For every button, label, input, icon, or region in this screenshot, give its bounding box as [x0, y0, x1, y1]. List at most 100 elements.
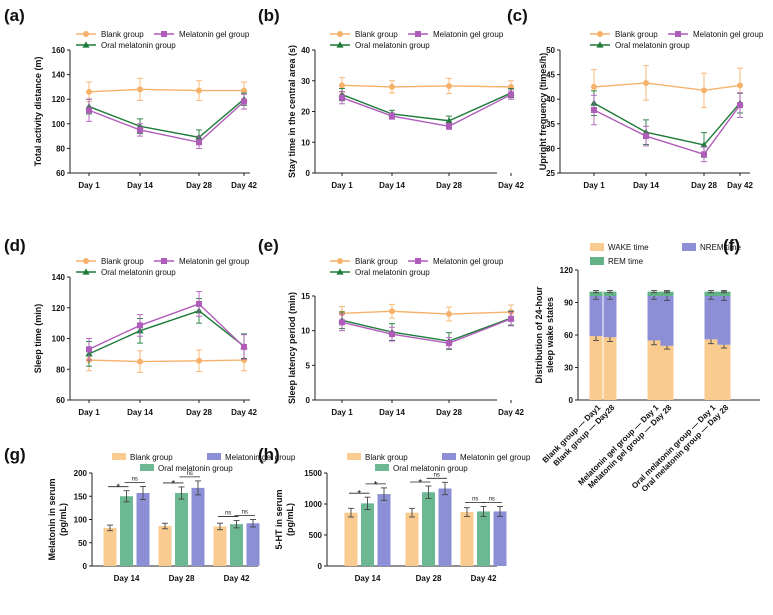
chart3-panel-label: (d) [4, 236, 26, 255]
chart7-bar-0-1 [361, 503, 374, 566]
chart0-s2-point-3 [241, 98, 247, 105]
chart0-s2-point-1 [137, 126, 143, 133]
chart3-s2-point-1 [137, 322, 143, 329]
chart2-ytick-label-0: 25 [546, 169, 555, 178]
chart5-ytick-label-0: 0 [569, 396, 574, 405]
chart0-s2-point-0 [86, 107, 92, 114]
chart7-bar-1-2 [438, 488, 452, 566]
chart7-legend-label-0: Blank group [365, 453, 408, 462]
chart1-ytick-label-1: 10 [301, 138, 310, 147]
chart2-legend-label-2: Oral melatonin group [615, 41, 690, 50]
chart5-ytick-label-3: 90 [564, 299, 573, 308]
chart0-legend-marker-2 [82, 41, 90, 48]
chart5-bar-3-1 [660, 296, 674, 346]
chart4-ylabel-0: Sleep latency period (min) [287, 292, 297, 404]
chart6-bar-2-2 [246, 523, 260, 566]
chart5-legend-label-2: REM time [608, 257, 644, 266]
chart4-xtick-label-3: Day 42 [498, 408, 524, 417]
chart6-sig-2-1: ns [242, 510, 248, 516]
chart0-xtick-label-0: Day 1 [78, 181, 100, 190]
chart5-legend-label-0: WAKE time [608, 243, 649, 252]
chart0-series-0-line [88, 88, 244, 93]
chart1-series-1-line [341, 92, 512, 122]
chart0-xtick-label-3: Day 42 [231, 181, 257, 190]
chart6-bar-2-1 [230, 524, 243, 566]
chart3-ytick-label-3: 120 [52, 304, 66, 313]
chart5-ytick-label-1: 30 [564, 364, 573, 373]
chart3-legend-label-2: Oral melatonin group [101, 268, 176, 277]
chart5-bar-5-0 [717, 344, 731, 400]
chart0-ytick-label-4: 140 [52, 71, 66, 80]
chart6-legend-label-1: Melatonin gel group [225, 453, 296, 462]
chart7-panel-label: (h) [258, 445, 280, 464]
chart0-legend-label-0: Blank group [101, 30, 144, 39]
chart2-series-2-line [593, 104, 741, 156]
chart4-xtick-label-2: Day 28 [436, 408, 462, 417]
chart7-bar-1-0 [405, 512, 419, 566]
chart3-xtick-label-2: Day 28 [186, 408, 212, 417]
chart1-ytick-label-4: 40 [301, 46, 310, 55]
chart1-s2-point-1 [389, 113, 395, 120]
chart5-legend-label-1: NREM time [700, 243, 741, 252]
chart3-s0-point-2 [196, 357, 202, 364]
chart5-ylabel-0: Distribution of 24-hour [534, 286, 544, 383]
chart2-legend-marker-1 [675, 31, 681, 37]
chart4-s2-point-3 [508, 315, 514, 322]
chart2-ytick-label-2: 35 [546, 120, 555, 129]
chart7-bar-2-1 [477, 511, 490, 566]
chart6-panel-label: (g) [4, 445, 26, 464]
chart5-bar-4-2 [704, 291, 718, 296]
chart7-legend-swatch-0 [347, 453, 361, 460]
chart2-series-0-line [593, 82, 741, 92]
chart3-s2-point-0 [86, 346, 92, 353]
chart7-bar-2-2 [493, 511, 507, 566]
chart6-sig-0-1: ns [132, 476, 138, 482]
chart6-legend-label-2: Oral melatonin group [158, 464, 233, 473]
chart0-legend-marker-1 [161, 31, 167, 37]
chart1-legend-marker-0 [337, 31, 343, 37]
chart2-s0-point-2 [701, 87, 707, 94]
chart6-bar-0-0 [103, 527, 117, 566]
chart7-bar-0-0 [344, 512, 358, 566]
chart1-xtick-label-0: Day 1 [331, 181, 353, 190]
chart5-bar-4-0 [704, 339, 718, 400]
chart2-s2-point-3 [737, 102, 743, 109]
chart4-series-0-line [341, 310, 512, 315]
chart5-bar-1-0 [603, 337, 617, 400]
chart5-bar-2-1 [647, 296, 661, 341]
chart6-xtick-label-1: Day 28 [169, 574, 195, 583]
chart1-s0-point-2 [446, 82, 452, 89]
chart1-series-0-line [341, 84, 512, 88]
chart2-legend-marker-0 [597, 31, 603, 37]
chart5-ylabel-1: sleep wake states [545, 297, 555, 373]
chart1-legend-marker-2 [336, 41, 344, 48]
chart4-s2-point-2 [446, 340, 452, 347]
chart1-s2-point-2 [446, 123, 452, 130]
chart3-legend-marker-1 [161, 258, 167, 264]
chart3-legend-marker-2 [82, 268, 90, 275]
chart6-bar-0-2 [136, 492, 150, 566]
chart5-bar-1-1 [603, 296, 617, 338]
chart2-s0-point-0 [591, 83, 597, 90]
chart7-ylabel-0: 5-HT in serum [274, 489, 284, 549]
chart6-sig-1-0: * [171, 479, 175, 490]
chart4-legend-marker-1 [415, 258, 421, 264]
chart1-panel-label: (b) [258, 6, 280, 25]
chart1-ylabel-0: Stay time in the central area (s) [287, 45, 297, 178]
chart0-ytick-label-3: 120 [52, 95, 66, 104]
chart3-ytick-label-4: 140 [52, 273, 66, 282]
chart5-bar-3-2 [660, 291, 674, 296]
chart7-xtick-label-2: Day 42 [471, 574, 497, 583]
chart5-bar-4-1 [704, 296, 718, 340]
chart2-s0-point-1 [643, 79, 649, 86]
chart4-series-1-line [341, 317, 512, 342]
chart6-legend-swatch-2 [140, 464, 154, 471]
chart5-bar-0-1 [589, 296, 603, 337]
chart1-ytick-label-0: 0 [306, 169, 311, 178]
chart2-ytick-label-4: 45 [546, 71, 555, 80]
chart4-ytick-label-2: 10 [301, 327, 310, 336]
chart0-ylabel-0: Total activity distance (m) [33, 57, 43, 167]
chart6-ylabel-0: Melatonin in serum [47, 478, 57, 560]
chart3-legend-label-0: Blank group [101, 257, 144, 266]
